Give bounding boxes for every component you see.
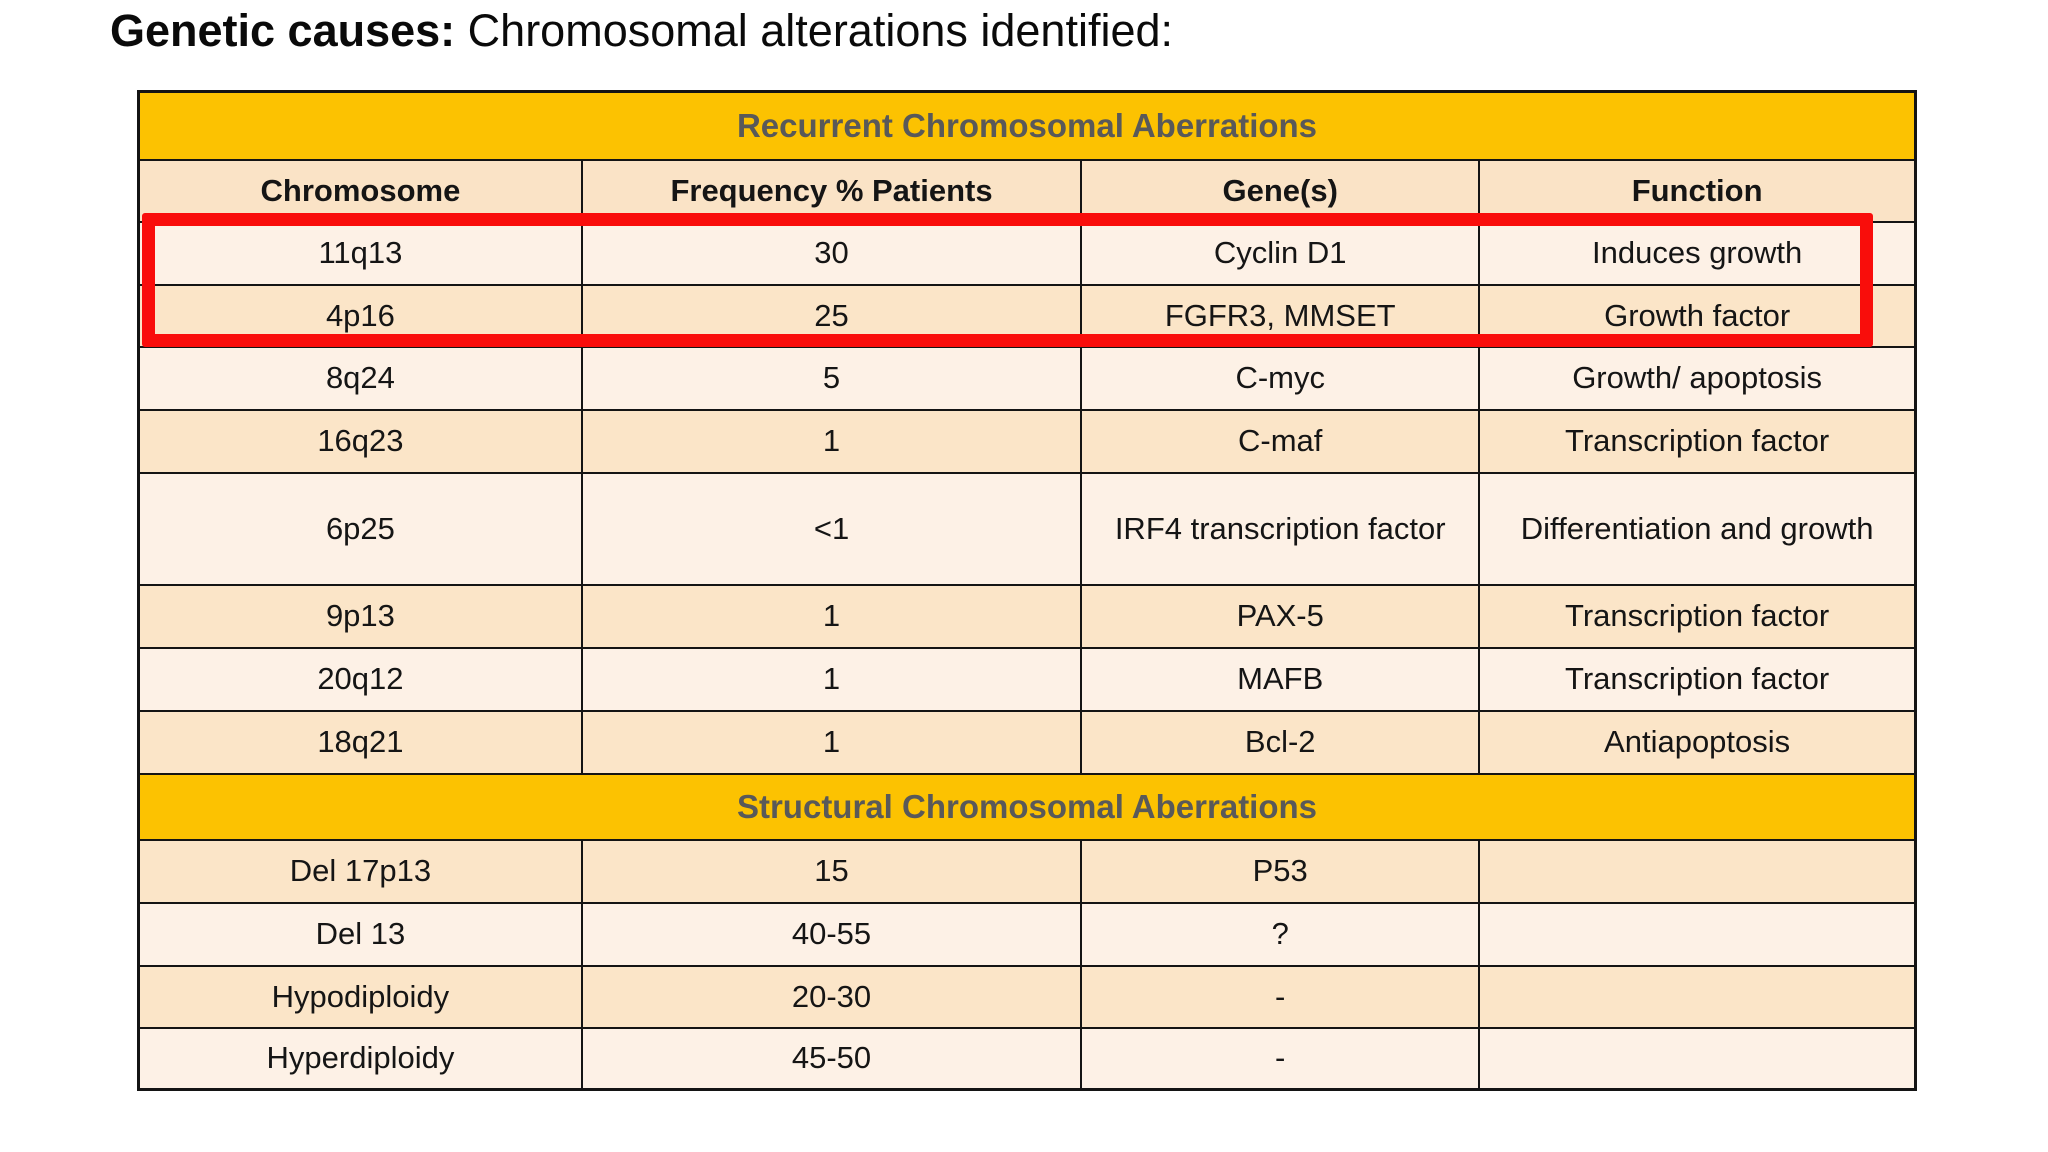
- table-row: 6p25 <1 IRF4 transcription factor Differ…: [137, 471, 1917, 586]
- cell-function: Induces growth: [1478, 220, 1917, 286]
- cell-frequency: 20-30: [580, 964, 1083, 1029]
- cell-genes: ?: [1080, 901, 1481, 967]
- cell-frequency: 1: [580, 583, 1083, 649]
- cell-frequency: 30: [580, 220, 1083, 286]
- cell-function: Growth factor: [1478, 283, 1917, 348]
- cell-genes: C-myc: [1080, 345, 1481, 411]
- section-header-structural: Structural Chromosomal Aberrations: [137, 772, 1917, 841]
- cell-genes: FGFR3, MMSET: [1080, 283, 1481, 348]
- section-header-recurrent: Recurrent Chromosomal Aberrations: [137, 90, 1917, 161]
- title-lead-in: Genetic causes:: [110, 5, 456, 56]
- cell-function: Transcription factor: [1478, 408, 1917, 474]
- cell-chromosome: Hypodiploidy: [137, 964, 583, 1029]
- cell-function: [1478, 964, 1917, 1029]
- table-row: 20q12 1 MAFB Transcription factor: [137, 646, 1917, 712]
- table-row: 9p13 1 PAX-5 Transcription factor: [137, 583, 1917, 649]
- cell-function: [1478, 1026, 1917, 1091]
- cell-frequency: 1: [580, 408, 1083, 474]
- cell-genes: PAX-5: [1080, 583, 1481, 649]
- cell-genes: IRF4 transcription factor: [1080, 471, 1481, 586]
- cell-frequency: 1: [580, 709, 1083, 775]
- table-row: Del 13 40-55 ?: [137, 901, 1917, 967]
- cell-function: [1478, 901, 1917, 967]
- cell-genes: C-maf: [1080, 408, 1481, 474]
- table-row: 4p16 25 FGFR3, MMSET Growth factor: [137, 283, 1917, 348]
- cell-frequency: 45-50: [580, 1026, 1083, 1091]
- column-header-row: Chromosome Frequency % Patients Gene(s) …: [137, 158, 1917, 223]
- cell-chromosome: Hyperdiploidy: [137, 1026, 583, 1091]
- cell-chromosome: 6p25: [137, 471, 583, 586]
- cell-genes: -: [1080, 964, 1481, 1029]
- cell-frequency: 40-55: [580, 901, 1083, 967]
- title-rest: Chromosomal alterations identified:: [455, 5, 1174, 56]
- cell-genes: Bcl-2: [1080, 709, 1481, 775]
- cell-chromosome: Del 13: [137, 901, 583, 967]
- cell-chromosome: 4p16: [137, 283, 583, 348]
- column-header-function: Function: [1478, 158, 1917, 223]
- cell-genes: -: [1080, 1026, 1481, 1091]
- cell-function: Transcription factor: [1478, 583, 1917, 649]
- cell-function: Transcription factor: [1478, 646, 1917, 712]
- column-header-genes: Gene(s): [1080, 158, 1481, 223]
- table-row: Hypodiploidy 20-30 -: [137, 964, 1917, 1029]
- cell-frequency: 15: [580, 838, 1083, 904]
- cell-genes: P53: [1080, 838, 1481, 904]
- table-row: 11q13 30 Cyclin D1 Induces growth: [137, 220, 1917, 286]
- cell-function: Growth/ apoptosis: [1478, 345, 1917, 411]
- cell-chromosome: 8q24: [137, 345, 583, 411]
- table-row: Hyperdiploidy 45-50 -: [137, 1026, 1917, 1091]
- cell-genes: MAFB: [1080, 646, 1481, 712]
- column-header-frequency: Frequency % Patients: [580, 158, 1083, 223]
- cell-chromosome: 20q12: [137, 646, 583, 712]
- cell-genes: Cyclin D1: [1080, 220, 1481, 286]
- cell-chromosome: 11q13: [137, 220, 583, 286]
- cell-chromosome: 18q21: [137, 709, 583, 775]
- page-title: Genetic causes: Chromosomal alterations …: [110, 2, 1173, 60]
- table-row: 16q23 1 C-maf Transcription factor: [137, 408, 1917, 474]
- cell-function: Antiapoptosis: [1478, 709, 1917, 775]
- cell-chromosome: 16q23: [137, 408, 583, 474]
- section-header-recurrent-label: Recurrent Chromosomal Aberrations: [137, 90, 1917, 161]
- aberrations-table: Recurrent Chromosomal Aberrations Chromo…: [137, 90, 1917, 1091]
- cell-function: Differentiation and growth: [1478, 471, 1917, 586]
- table-row: 8q24 5 C-myc Growth/ apoptosis: [137, 345, 1917, 411]
- cell-function: [1478, 838, 1917, 904]
- cell-frequency: 5: [580, 345, 1083, 411]
- cell-frequency: 25: [580, 283, 1083, 348]
- cell-chromosome: 9p13: [137, 583, 583, 649]
- table-row: Del 17p13 15 P53: [137, 838, 1917, 904]
- cell-chromosome: Del 17p13: [137, 838, 583, 904]
- cell-frequency: <1: [580, 471, 1083, 586]
- column-header-chromosome: Chromosome: [137, 158, 583, 223]
- cell-frequency: 1: [580, 646, 1083, 712]
- table-row: 18q21 1 Bcl-2 Antiapoptosis: [137, 709, 1917, 775]
- section-header-structural-label: Structural Chromosomal Aberrations: [137, 772, 1917, 841]
